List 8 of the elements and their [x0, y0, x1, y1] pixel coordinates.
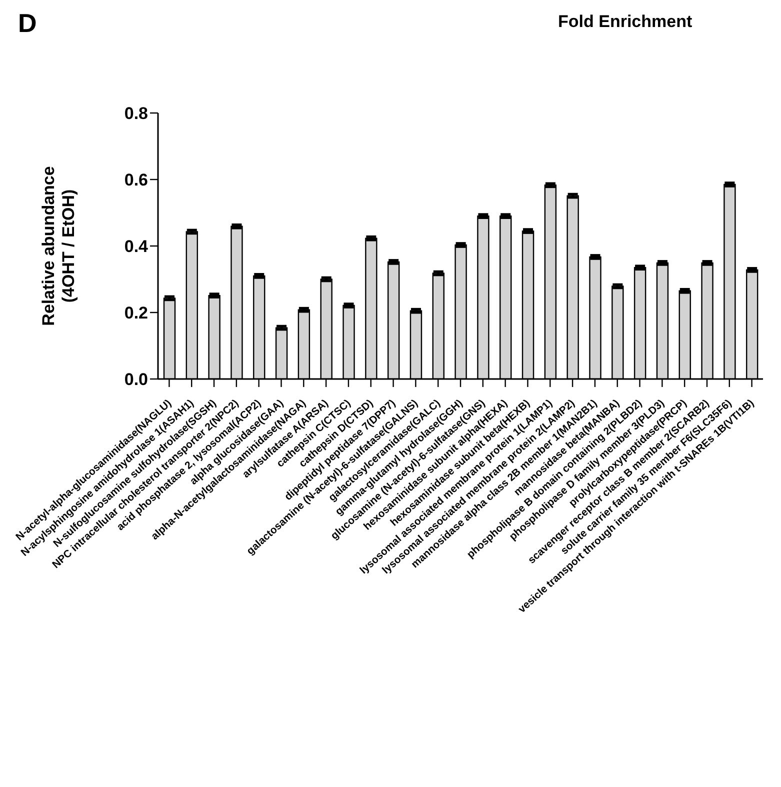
y-tick-label: 0.0	[124, 370, 148, 390]
y-tick-label: 0.4	[124, 237, 149, 256]
text: D	[18, 8, 37, 39]
chart-title: Fold Enrichment	[558, 12, 692, 32]
y-tick-label: 0.8	[124, 104, 148, 124]
y-axis-title: Relative abundance (4OHT / EtOH)	[39, 166, 78, 326]
y-tick-label: 0.2	[124, 304, 148, 323]
y-tick-label: 0.6	[124, 170, 148, 190]
